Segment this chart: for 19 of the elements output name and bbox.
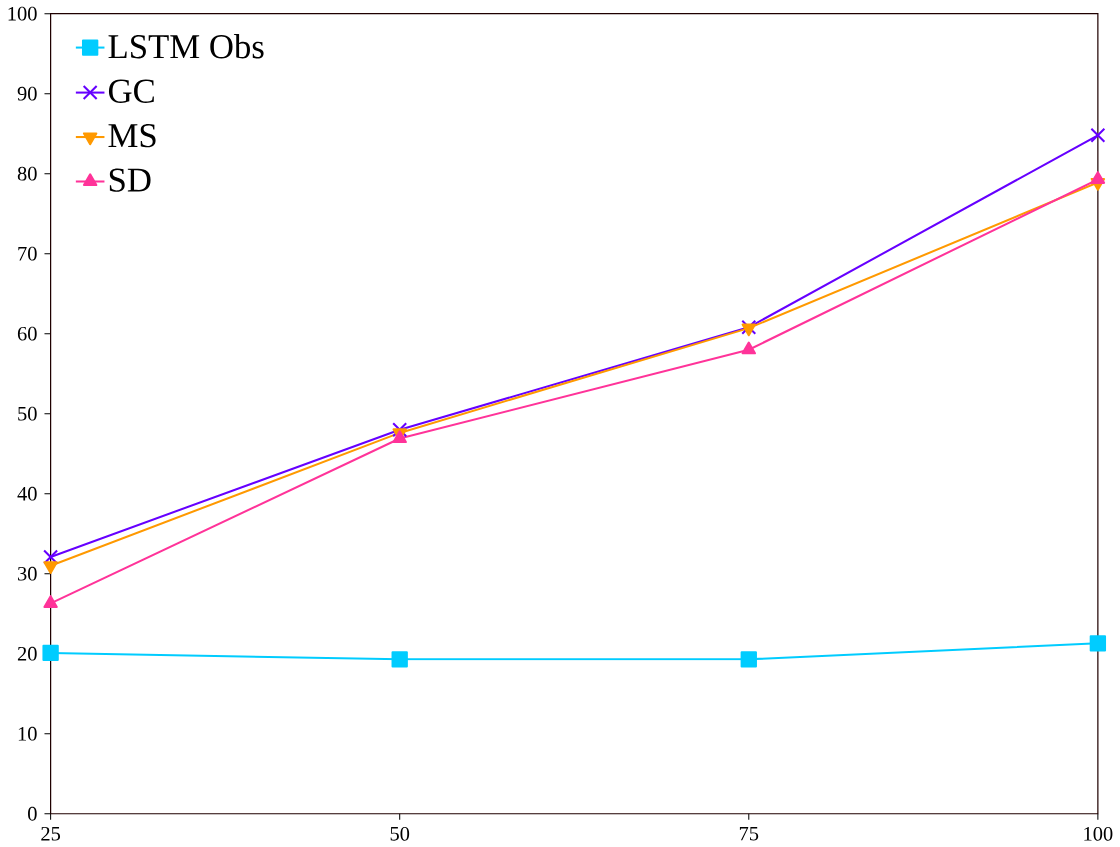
y-tick-label: 100: [8, 6, 37, 21]
y-tick-label: 40: [17, 486, 37, 501]
x-tick-label: 50: [390, 826, 410, 841]
y-tick-label: 90: [17, 86, 37, 101]
y-tick-label: 80: [17, 166, 37, 181]
legend-label: MS: [108, 123, 156, 148]
legend-label: GC: [108, 79, 154, 103]
x-tick-label: 100: [1084, 826, 1113, 841]
y-tick-label: 50: [18, 406, 37, 421]
legend-label: SD: [109, 168, 151, 192]
y-tick-label: 60: [17, 326, 37, 341]
y-tick-label: 30: [18, 566, 37, 581]
y-tick-label: 20: [17, 646, 37, 661]
y-tick-label: 0: [28, 806, 37, 821]
x-tick-label: 75: [739, 826, 759, 841]
x-tick-label: 25: [41, 826, 61, 841]
legend-label: LSTM Obs: [108, 33, 264, 59]
y-tick-label: 10: [18, 726, 37, 741]
y-tick-label: 70: [18, 246, 37, 261]
